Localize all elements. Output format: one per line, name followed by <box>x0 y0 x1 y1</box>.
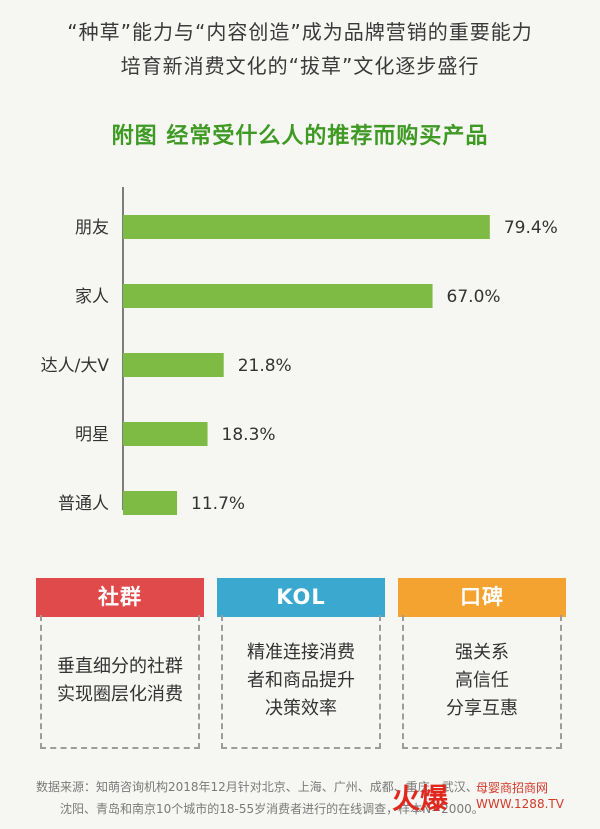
watermark-line-1: 母婴商招商网 <box>476 781 549 795</box>
card-line: 实现圈层化消费 <box>57 684 183 705</box>
card-community-body: 垂直细分的社群 实现圈层化消费 <box>40 615 200 749</box>
card-line: 者和商品提升 <box>247 670 355 691</box>
watermark-line-2: WWW.1288.TV <box>476 797 564 811</box>
card-kol-title: KOL <box>217 578 385 617</box>
value-label: 67.0% <box>447 287 501 307</box>
headline-line-2: 培育新消费文化的“拔草”文化逐步盛行 <box>120 54 480 78</box>
category-label: 达人/大V <box>41 356 110 376</box>
bar-chart: 朋友 79.4% 家人 67.0% 达人/大V 21.8% 明星 18.3% 普通人 11.7% <box>41 187 558 515</box>
card-kol-body: 精准连接消费 者和商品提升 决策效率 <box>221 615 381 749</box>
card-community: 社群 垂直细分的社群 实现圈层化消费 <box>36 578 204 753</box>
bar <box>123 353 224 377</box>
card-line: 高信任 <box>455 670 509 691</box>
card-line: 强关系 <box>455 642 509 663</box>
bar <box>123 284 433 308</box>
card-word-of-mouth: 口碑 强关系 高信任 分享互惠 <box>398 578 566 753</box>
category-label: 家人 <box>75 287 109 307</box>
value-label: 11.7% <box>191 494 245 514</box>
card-line: 分享互惠 <box>446 698 518 719</box>
card-community-title: 社群 <box>36 578 204 617</box>
card-line: 决策效率 <box>265 698 337 719</box>
footnote-line-2: 沈阳、青岛和南京10个城市的18-55岁消费者进行的在线调查，样本N=2000。 <box>60 802 484 816</box>
card-line: 精准连接消费 <box>247 642 355 663</box>
chart-title: 附图 经常受什么人的推荐而购买产品 <box>111 124 489 149</box>
bar <box>123 422 208 446</box>
watermark-brand: 火爆 <box>392 782 449 815</box>
bar <box>123 491 178 515</box>
card-word-of-mouth-body: 强关系 高信任 分享互惠 <box>402 615 562 749</box>
value-label: 79.4% <box>504 218 558 238</box>
card-kol: KOL 精准连接消费 者和商品提升 决策效率 <box>217 578 385 753</box>
value-label: 21.8% <box>238 356 292 376</box>
bar <box>123 215 490 239</box>
footnote-line-1: 数据来源：知萌咨询机构2018年12月针对北京、上海、广州、成都、重庆、武汉、 <box>36 780 478 794</box>
value-label: 18.3% <box>222 425 276 445</box>
card-word-of-mouth-title: 口碑 <box>398 578 566 617</box>
category-label: 明星 <box>75 425 109 445</box>
category-label: 朋友 <box>75 218 109 238</box>
watermark-logo: 火爆 母婴商招商网 WWW.1288.TV <box>392 771 592 823</box>
card-line: 垂直细分的社群 <box>57 656 183 677</box>
category-label: 普通人 <box>58 494 109 514</box>
feature-cards: 社群 垂直细分的社群 实现圈层化消费 KOL 精准连接消费 者和商品提升 决策效… <box>36 578 566 753</box>
headline-line-1: “种草”能力与“内容创造”成为品牌营销的重要能力 <box>67 20 533 44</box>
